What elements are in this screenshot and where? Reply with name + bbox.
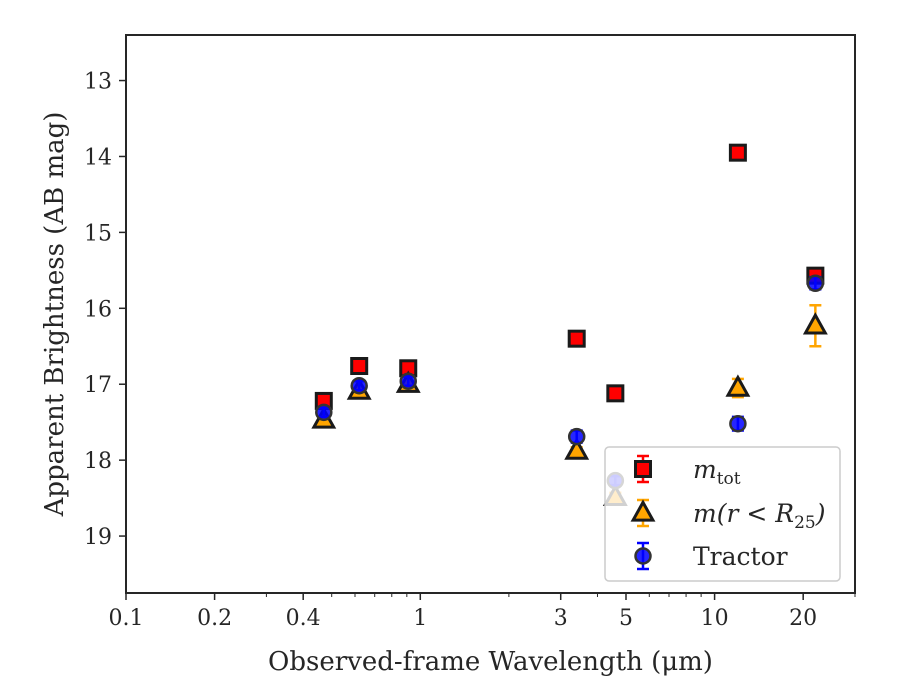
data-point <box>802 312 828 335</box>
legend-label: mtot <box>693 455 741 489</box>
legend-marker <box>634 547 652 565</box>
data-point <box>606 384 625 403</box>
data-point <box>567 427 586 446</box>
data-point <box>564 437 590 460</box>
legend-marker <box>630 499 656 522</box>
legend-item: Tractor <box>634 541 788 571</box>
data-point <box>315 403 333 422</box>
legend-marker <box>634 460 652 478</box>
x-tick-label: 1 <box>413 606 427 631</box>
y-tick-label: 16 <box>84 297 112 322</box>
data-point <box>729 414 747 433</box>
legend-label: Tractor <box>693 542 788 571</box>
data-point <box>567 329 586 348</box>
x-tick-label: 0.4 <box>286 606 321 631</box>
x-tick-label: 5 <box>619 606 633 631</box>
y-tick-label: 15 <box>84 221 112 246</box>
legend-box <box>604 446 841 582</box>
data-point <box>350 376 368 395</box>
x-tick-label: 20 <box>789 606 817 631</box>
y-tick-label: 19 <box>84 525 112 550</box>
x-tick-label: 0.1 <box>109 606 144 631</box>
data-point <box>806 274 825 293</box>
data-point <box>728 143 747 162</box>
x-tick-label: 10 <box>701 606 729 631</box>
data-point <box>725 374 751 397</box>
legend: mtot m(r < R25) Tractor <box>604 446 841 582</box>
plot-marks <box>311 143 828 507</box>
y-tick-label: 17 <box>84 373 112 398</box>
legend-label: m(r < R25) <box>693 499 825 533</box>
x-tick-label: 3 <box>554 606 568 631</box>
x-tick-label: 0.2 <box>197 606 232 631</box>
legend-item: m(r < R25) <box>630 498 825 533</box>
y-axis-label: Apparent Brightness (AB mag) <box>40 112 70 518</box>
plot-frame <box>125 34 856 594</box>
data-point <box>350 357 369 376</box>
y-tick-label: 14 <box>84 145 112 170</box>
x-axis-label: Observed-frame Wavelength (μm) <box>268 647 713 677</box>
data-point <box>399 372 417 390</box>
legend-item: mtot <box>634 454 741 489</box>
y-tick-label: 13 <box>84 70 112 95</box>
y-tick-label: 18 <box>84 449 112 474</box>
series-square <box>314 143 825 410</box>
